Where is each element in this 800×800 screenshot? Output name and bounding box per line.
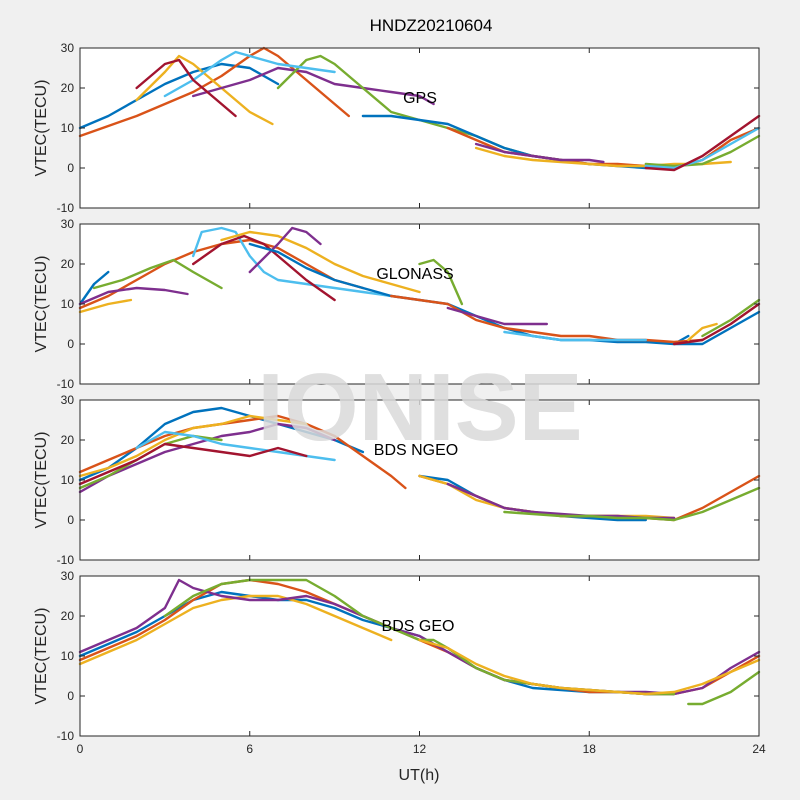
- series-line-11: [418, 258, 464, 306]
- series-line-1: [78, 62, 280, 130]
- series-line-8: [220, 230, 421, 294]
- subplot-bds-ngeo: -10 0 10 20 30 VTEC(TECU) BDS NGEO: [33, 393, 761, 567]
- y-tick-label: 20: [61, 257, 75, 271]
- series-line-3: [78, 414, 308, 478]
- series-line-7: [191, 234, 336, 302]
- plot-area: [80, 48, 759, 208]
- y-tick-label: -10: [57, 377, 75, 391]
- y-tick-label: -10: [57, 729, 75, 743]
- y-tick-label: 30: [61, 41, 75, 55]
- series-line-5: [92, 258, 223, 290]
- y-axis-label: VTEC(TECU): [33, 432, 50, 529]
- subplot-glonass: -10 0 10 20 30 VTEC(TECU) GLONASS: [33, 217, 761, 391]
- y-tick-label: -10: [57, 553, 75, 567]
- y-tick-label: 0: [67, 337, 74, 351]
- y-tick-label: 0: [67, 161, 74, 175]
- series-line-4: [78, 578, 761, 696]
- series-line-6: [687, 670, 761, 706]
- series-line-7: [418, 638, 761, 696]
- series-line-12: [644, 134, 761, 168]
- series-line-4: [78, 286, 189, 306]
- watermark-text: IONISE: [257, 354, 582, 461]
- series-line-4: [191, 66, 435, 106]
- y-tick-label: 0: [67, 689, 74, 703]
- y-tick-label: 10: [61, 297, 75, 311]
- y-tick-label: -10: [57, 201, 75, 215]
- series-line-13: [644, 126, 761, 170]
- series-line-16: [672, 302, 761, 346]
- series-line-6: [163, 50, 336, 98]
- x-axis-label: UT(h): [399, 767, 440, 784]
- y-tick-label: 30: [61, 217, 75, 231]
- series-line-3: [78, 298, 133, 314]
- subplot-gps: -10 0 10 20 30 VTEC(TECU) GPS: [33, 41, 761, 215]
- plot-area: [80, 400, 759, 560]
- series-line-7: [78, 442, 308, 486]
- series-line-2: [78, 46, 350, 138]
- x-tick-label: 12: [413, 742, 427, 756]
- series-line-12: [390, 294, 704, 344]
- x-tick-label: 6: [246, 742, 253, 756]
- panel-label: BDS NGEO: [374, 442, 458, 459]
- series-line-11: [474, 142, 605, 164]
- series-line-6: [191, 226, 393, 298]
- series-line-14: [644, 114, 761, 172]
- y-tick-label: 30: [61, 393, 75, 407]
- series-line-13: [446, 306, 548, 326]
- y-tick-label: 10: [61, 121, 75, 135]
- y-axis-label: VTEC(TECU): [33, 608, 50, 705]
- series-line-9: [248, 226, 322, 274]
- y-tick-label: 10: [61, 649, 75, 663]
- series-line-12: [503, 486, 761, 522]
- series-line-17: [687, 322, 718, 342]
- plot-area: [80, 576, 759, 736]
- series-line-15: [672, 310, 761, 346]
- y-tick-label: 10: [61, 473, 75, 487]
- panel-label: GPS: [403, 90, 437, 107]
- panel-label: GLONASS: [376, 266, 453, 283]
- y-axis-label: VTEC(TECU): [33, 80, 50, 177]
- series-line-1: [78, 270, 110, 306]
- y-tick-label: 20: [61, 433, 75, 447]
- y-tick-label: 0: [67, 513, 74, 527]
- x-tick-label: 0: [77, 742, 84, 756]
- x-tick-label: 18: [583, 742, 597, 756]
- series-line-1: [78, 406, 365, 482]
- panel-label: BDS GEO: [382, 618, 455, 635]
- y-tick-label: 20: [61, 81, 75, 95]
- y-axis-label: VTEC(TECU): [33, 256, 50, 353]
- x-tick-label: 24: [752, 742, 766, 756]
- series-line-3: [135, 54, 274, 126]
- series-line-14: [503, 330, 647, 342]
- series-line-18: [701, 298, 761, 338]
- plot-area: [80, 224, 759, 384]
- figure-title: HNDZ20210604: [370, 16, 493, 35]
- series-line-7: [135, 58, 237, 118]
- y-tick-label: 20: [61, 609, 75, 623]
- y-tick-label: 30: [61, 569, 75, 583]
